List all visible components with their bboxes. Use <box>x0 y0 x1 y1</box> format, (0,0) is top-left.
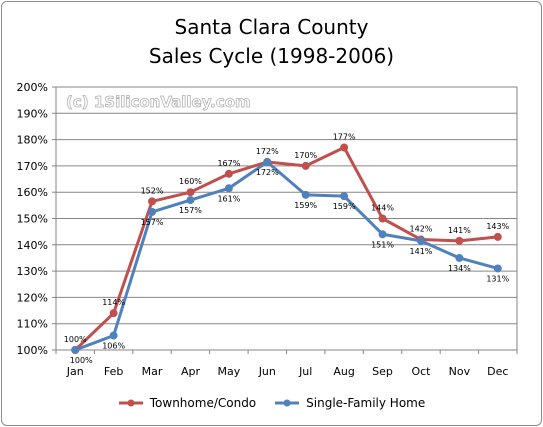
data-label: 157% <box>141 218 164 227</box>
legend-label: Single-Family Home <box>306 396 426 410</box>
chart-title-line-2: Sales Cycle (1998-2006) <box>148 44 395 68</box>
data-point <box>186 196 195 205</box>
x-tick-label: Mar <box>142 365 163 378</box>
watermark: (c) 1SiliconValley.com <box>66 93 251 111</box>
x-tick-label: Nov <box>449 365 471 378</box>
data-label: 159% <box>294 201 317 210</box>
data-label: 172% <box>256 147 279 156</box>
y-tick-label: 130% <box>17 265 48 278</box>
data-label: 100% <box>70 356 93 365</box>
y-tick-label: 160% <box>17 186 48 199</box>
data-label: 134% <box>448 264 471 273</box>
series-line <box>74 160 499 352</box>
x-tick-label: Oct <box>411 365 431 378</box>
data-label: 144% <box>371 204 394 213</box>
data-label: 142% <box>410 225 433 234</box>
data-label: 172% <box>256 168 279 177</box>
data-point <box>301 190 310 199</box>
data-point <box>148 207 157 216</box>
data-point <box>263 157 272 166</box>
data-point <box>340 143 349 152</box>
data-point <box>493 264 502 273</box>
data-label: 170% <box>294 151 317 160</box>
data-label: 106% <box>102 342 125 351</box>
x-tick-label: Feb <box>104 365 123 378</box>
y-tick-label: 190% <box>17 107 48 120</box>
series-line <box>74 145 498 352</box>
legend-item: Townhome/Condo <box>118 396 256 410</box>
data-point <box>378 230 387 239</box>
x-tick-label: Jul <box>298 365 312 378</box>
y-tick-label: 200% <box>17 81 48 94</box>
data-label: 141% <box>448 226 471 235</box>
x-tick-label: Jan <box>66 365 84 378</box>
data-point <box>455 236 464 245</box>
data-label: 152% <box>141 186 164 195</box>
x-tick-label: Dec <box>487 365 508 378</box>
data-point <box>148 197 157 206</box>
data-label: 167% <box>217 159 240 168</box>
data-label: 177% <box>333 132 356 141</box>
data-point <box>224 169 233 178</box>
data-label: 100% <box>64 335 87 344</box>
chart-title-line-1: Santa Clara County <box>174 15 369 39</box>
legend-swatch <box>118 399 143 407</box>
data-point <box>493 232 502 241</box>
data-point <box>455 253 464 262</box>
x-tick-label: May <box>218 365 241 378</box>
chart-legend: Townhome/Condo Single-Family Home <box>0 396 543 410</box>
data-point <box>186 188 195 197</box>
data-point <box>109 309 118 318</box>
y-tick-label: 110% <box>17 318 48 331</box>
x-tick-label: Aug <box>333 365 354 378</box>
data-label: 114% <box>102 298 125 307</box>
data-point <box>416 236 425 245</box>
data-point <box>224 184 233 193</box>
y-tick-label: 120% <box>17 291 48 304</box>
data-label: 143% <box>486 222 509 231</box>
x-tick-label: Sep <box>372 365 393 378</box>
data-point <box>340 192 349 201</box>
data-point <box>109 331 118 340</box>
y-tick-label: 170% <box>17 160 48 173</box>
data-point <box>71 346 80 354</box>
data-point <box>378 214 387 223</box>
data-label: 159% <box>333 202 356 211</box>
legend-label: Townhome/Condo <box>149 396 257 410</box>
data-label: 131% <box>486 274 509 283</box>
y-tick-label: 140% <box>17 239 48 252</box>
y-tick-label: 150% <box>17 213 48 226</box>
data-label: 160% <box>179 177 202 186</box>
data-label: 151% <box>371 240 394 249</box>
data-label: 157% <box>179 206 202 215</box>
data-label: 141% <box>410 247 433 256</box>
legend-item: Single-Family Home <box>274 396 425 410</box>
legend-swatch <box>275 399 300 407</box>
data-point <box>301 161 310 170</box>
x-tick-label: Jun <box>258 365 276 378</box>
y-tick-label: 100% <box>17 344 48 357</box>
x-tick-label: Apr <box>181 365 201 378</box>
data-label: 161% <box>217 194 240 203</box>
y-tick-label: 180% <box>17 134 48 147</box>
